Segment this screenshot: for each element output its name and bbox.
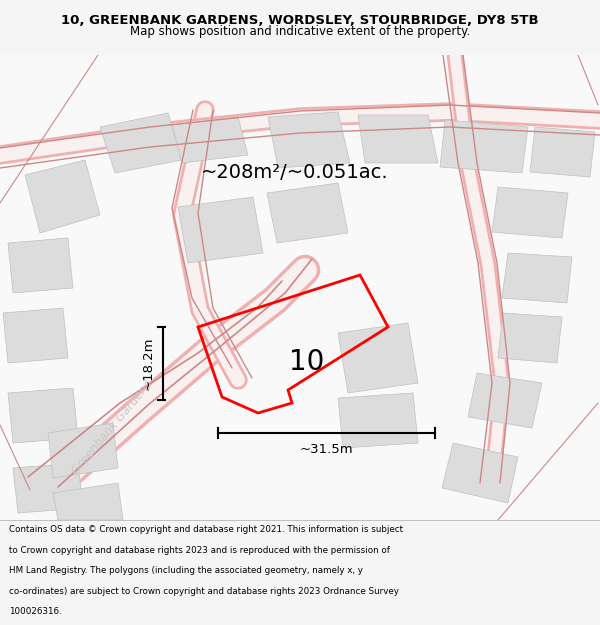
Polygon shape xyxy=(502,253,572,303)
Polygon shape xyxy=(338,323,418,393)
Text: Contains OS data © Crown copyright and database right 2021. This information is : Contains OS data © Crown copyright and d… xyxy=(9,525,403,534)
Text: HM Land Registry. The polygons (including the associated geometry, namely x, y: HM Land Registry. The polygons (includin… xyxy=(9,566,363,575)
Polygon shape xyxy=(267,183,348,243)
Text: co-ordinates) are subject to Crown copyright and database rights 2023 Ordnance S: co-ordinates) are subject to Crown copyr… xyxy=(9,587,399,596)
Polygon shape xyxy=(468,373,542,428)
Polygon shape xyxy=(3,308,68,363)
Polygon shape xyxy=(13,463,83,513)
Text: 100026316.: 100026316. xyxy=(9,607,62,616)
Polygon shape xyxy=(53,483,123,520)
Text: to Crown copyright and database rights 2023 and is reproduced with the permissio: to Crown copyright and database rights 2… xyxy=(9,546,390,555)
Polygon shape xyxy=(358,115,438,163)
Polygon shape xyxy=(268,112,350,168)
Polygon shape xyxy=(178,197,263,263)
Polygon shape xyxy=(498,313,562,363)
Text: ~18.2m: ~18.2m xyxy=(142,337,155,390)
Text: Map shows position and indicative extent of the property.: Map shows position and indicative extent… xyxy=(130,26,470,39)
Polygon shape xyxy=(172,117,248,163)
Text: Greenbank Gardens: Greenbank Gardens xyxy=(69,378,155,476)
Polygon shape xyxy=(48,423,118,478)
Polygon shape xyxy=(25,160,100,233)
Polygon shape xyxy=(442,443,518,503)
Polygon shape xyxy=(8,388,78,443)
Polygon shape xyxy=(338,393,418,448)
Text: 10, GREENBANK GARDENS, WORDSLEY, STOURBRIDGE, DY8 5TB: 10, GREENBANK GARDENS, WORDSLEY, STOURBR… xyxy=(61,14,539,27)
Polygon shape xyxy=(440,120,528,173)
Text: 10: 10 xyxy=(289,348,324,376)
Polygon shape xyxy=(100,113,182,173)
Polygon shape xyxy=(530,127,595,177)
Text: ~208m²/~0.051ac.: ~208m²/~0.051ac. xyxy=(201,164,389,182)
Polygon shape xyxy=(492,187,568,238)
Text: ~31.5m: ~31.5m xyxy=(299,443,353,456)
Polygon shape xyxy=(8,238,73,293)
